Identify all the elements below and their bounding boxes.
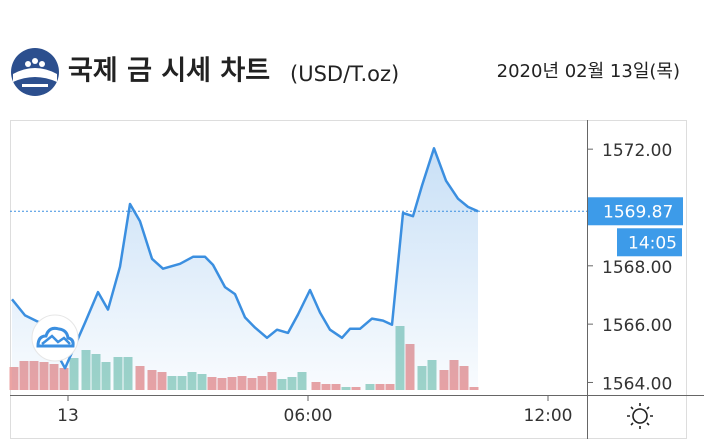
weather-icon [31, 314, 79, 362]
last-time-label: 14:05 [628, 233, 677, 253]
last-price-box [588, 197, 683, 226]
y-tick-label: 1564.00 [602, 374, 672, 394]
date: 2020년 02월 13일(목) [497, 61, 680, 82]
unit: (USD/T.oz) [290, 62, 399, 86]
last-time-box [617, 228, 682, 257]
x-tick-label: 06:00 [284, 406, 333, 426]
title: 국제 금 시세 차트 [68, 56, 270, 87]
price-line [11, 147, 479, 370]
x-tick-label: 13 [57, 406, 79, 426]
logo [11, 48, 59, 96]
y-tick-label: 1572.00 [602, 141, 672, 161]
price-area [12, 148, 478, 390]
plot: 1564.00 1566.00 1568.00 1572.00 13 06:00 12:00 [9, 141, 672, 426]
last-price-label: 1569.87 [603, 202, 673, 222]
settings-icon[interactable] [627, 403, 653, 429]
y-tick-label: 1568.00 [602, 258, 672, 278]
y-tick-label: 1566.00 [602, 316, 672, 336]
chart-frame [10, 120, 687, 439]
x-tick-label: 12:00 [524, 406, 573, 426]
